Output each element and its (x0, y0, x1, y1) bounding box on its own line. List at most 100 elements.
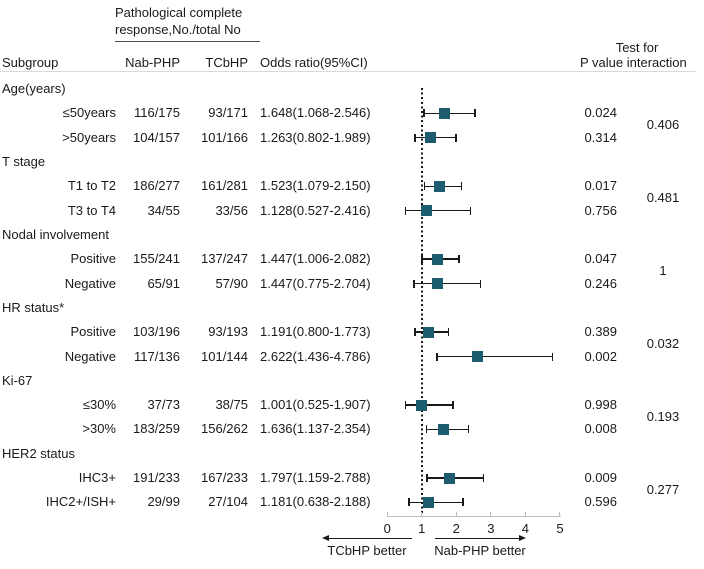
odds-ratio-value: 1.001(0.525-1.907) (260, 397, 371, 413)
odds-ratio-value: 1.797(1.159-2.788) (260, 470, 371, 486)
or-marker (434, 180, 446, 192)
ci-cap-low (404, 206, 407, 215)
x-axis-tick (524, 512, 526, 516)
or-marker (472, 351, 484, 363)
test-for-header-line1: Test for (615, 40, 659, 55)
odds-ratio-value: 1.128(0.527-2.416) (260, 202, 371, 218)
interaction-p-value: 0.406 (646, 117, 680, 133)
row-label: ≤50years (62, 105, 116, 121)
row-label: Negative (64, 348, 116, 364)
left-arrow-line (328, 538, 412, 539)
row-label: Negative (64, 275, 116, 291)
p-value: 0.047 (584, 251, 617, 267)
x-axis-tick-label: 5 (556, 521, 564, 536)
tcbhp-value: 137/247 (201, 251, 248, 267)
odds-ratio-value: 1.523(1.079-2.150) (260, 178, 371, 194)
ci-cap-high (452, 401, 454, 410)
row-label: ≤30% (82, 397, 116, 413)
test-for-header-line2: P value interaction (580, 55, 687, 70)
ci-cap-high (462, 498, 464, 507)
ci-cap-high (469, 206, 472, 215)
nab-php-value: 29/99 (147, 494, 180, 510)
ci-line (436, 355, 553, 358)
p-value: 0.024 (584, 105, 617, 121)
nab-php-value: 34/55 (147, 202, 180, 218)
ci-cap-high (447, 328, 450, 337)
p-value: 0.002 (584, 348, 617, 364)
reference-line (421, 88, 423, 517)
ci-cap-low (423, 109, 425, 118)
ci-line (409, 501, 463, 504)
ci-cap-low (423, 182, 426, 191)
row-label: T1 to T2 (67, 178, 116, 194)
tcbhp-value: 38/75 (215, 397, 248, 413)
ci-cap-high (458, 255, 460, 264)
pcr-header-line2: response,No./total No (115, 22, 241, 37)
odds-ratio-value: 1.648(1.068-2.546) (260, 105, 371, 121)
x-axis-tick (455, 512, 457, 516)
right-arrow-label: Nab-PHP better (434, 543, 526, 558)
interaction-p-value: 1 (659, 263, 667, 279)
x-axis-tick (559, 512, 561, 516)
ci-cap-low (408, 498, 410, 507)
tcbhp-value: 161/281 (201, 178, 248, 194)
column-header-nab-php: Nab-PHP (125, 55, 180, 70)
nab-php-value: 191/233 (133, 470, 180, 486)
or-marker (438, 423, 450, 435)
or-marker (422, 326, 434, 338)
odds-ratio-value: 1.447(1.006-2.082) (260, 251, 371, 267)
or-marker (431, 278, 443, 290)
ci-cap-high (479, 279, 482, 288)
tcbhp-value: 93/171 (208, 105, 248, 121)
left-arrow-label: TCbHP better (327, 543, 407, 558)
x-axis-tick (490, 512, 492, 516)
right-arrow-line (435, 538, 520, 539)
x-axis-tick (421, 512, 423, 516)
p-value: 0.596 (584, 494, 617, 510)
tcbhp-value: 101/166 (201, 129, 248, 145)
ci-cap-high (551, 352, 554, 361)
p-value: 0.314 (584, 129, 617, 145)
odds-ratio-value: 1.263(0.802-1.989) (260, 129, 371, 145)
row-label: Positive (70, 251, 116, 267)
x-axis-tick (386, 512, 388, 516)
group-label: HER2 status (2, 445, 75, 461)
row-label: IHC2+/ISH+ (45, 494, 116, 510)
ci-line (424, 112, 476, 115)
p-value: 0.017 (584, 178, 617, 194)
odds-ratio-value: 1.447(0.775-2.704) (260, 275, 371, 291)
interaction-p-value: 0.032 (646, 336, 680, 352)
right-arrow-head-icon (519, 535, 526, 541)
group-label: Nodal involvement (2, 226, 109, 242)
p-value: 0.389 (584, 324, 617, 340)
or-marker (422, 496, 434, 508)
ci-cap-low (404, 401, 407, 410)
nab-php-value: 116/175 (133, 105, 180, 121)
ci-cap-low (421, 255, 423, 264)
ci-line (413, 282, 481, 285)
ci-cap-high (482, 474, 485, 483)
x-axis-line (387, 516, 561, 517)
left-arrow-head-icon (322, 535, 329, 541)
x-axis-tick-label: 4 (521, 521, 529, 536)
or-marker (416, 399, 428, 411)
interaction-p-value: 0.193 (646, 409, 680, 425)
ci-line (405, 404, 454, 406)
tcbhp-value: 57/90 (215, 275, 248, 291)
ci-cap-low (413, 279, 415, 288)
ci-cap-high (460, 182, 463, 191)
nab-php-value: 117/136 (133, 348, 180, 364)
header-rule (0, 71, 696, 72)
ci-cap-low (425, 425, 428, 434)
p-value: 0.246 (584, 275, 617, 291)
column-header-tcbhp: TCbHP (205, 55, 248, 70)
p-value: 0.008 (584, 421, 617, 437)
ci-cap-high (474, 109, 476, 118)
row-label: Positive (70, 324, 116, 340)
nab-php-value: 186/277 (133, 178, 180, 194)
x-axis-tick-label: 0 (383, 521, 391, 536)
ci-cap-low (426, 474, 428, 483)
odds-ratio-value: 1.636(1.137-2.354) (260, 421, 371, 437)
tcbhp-value: 167/233 (201, 470, 248, 486)
ci-line (427, 477, 484, 479)
